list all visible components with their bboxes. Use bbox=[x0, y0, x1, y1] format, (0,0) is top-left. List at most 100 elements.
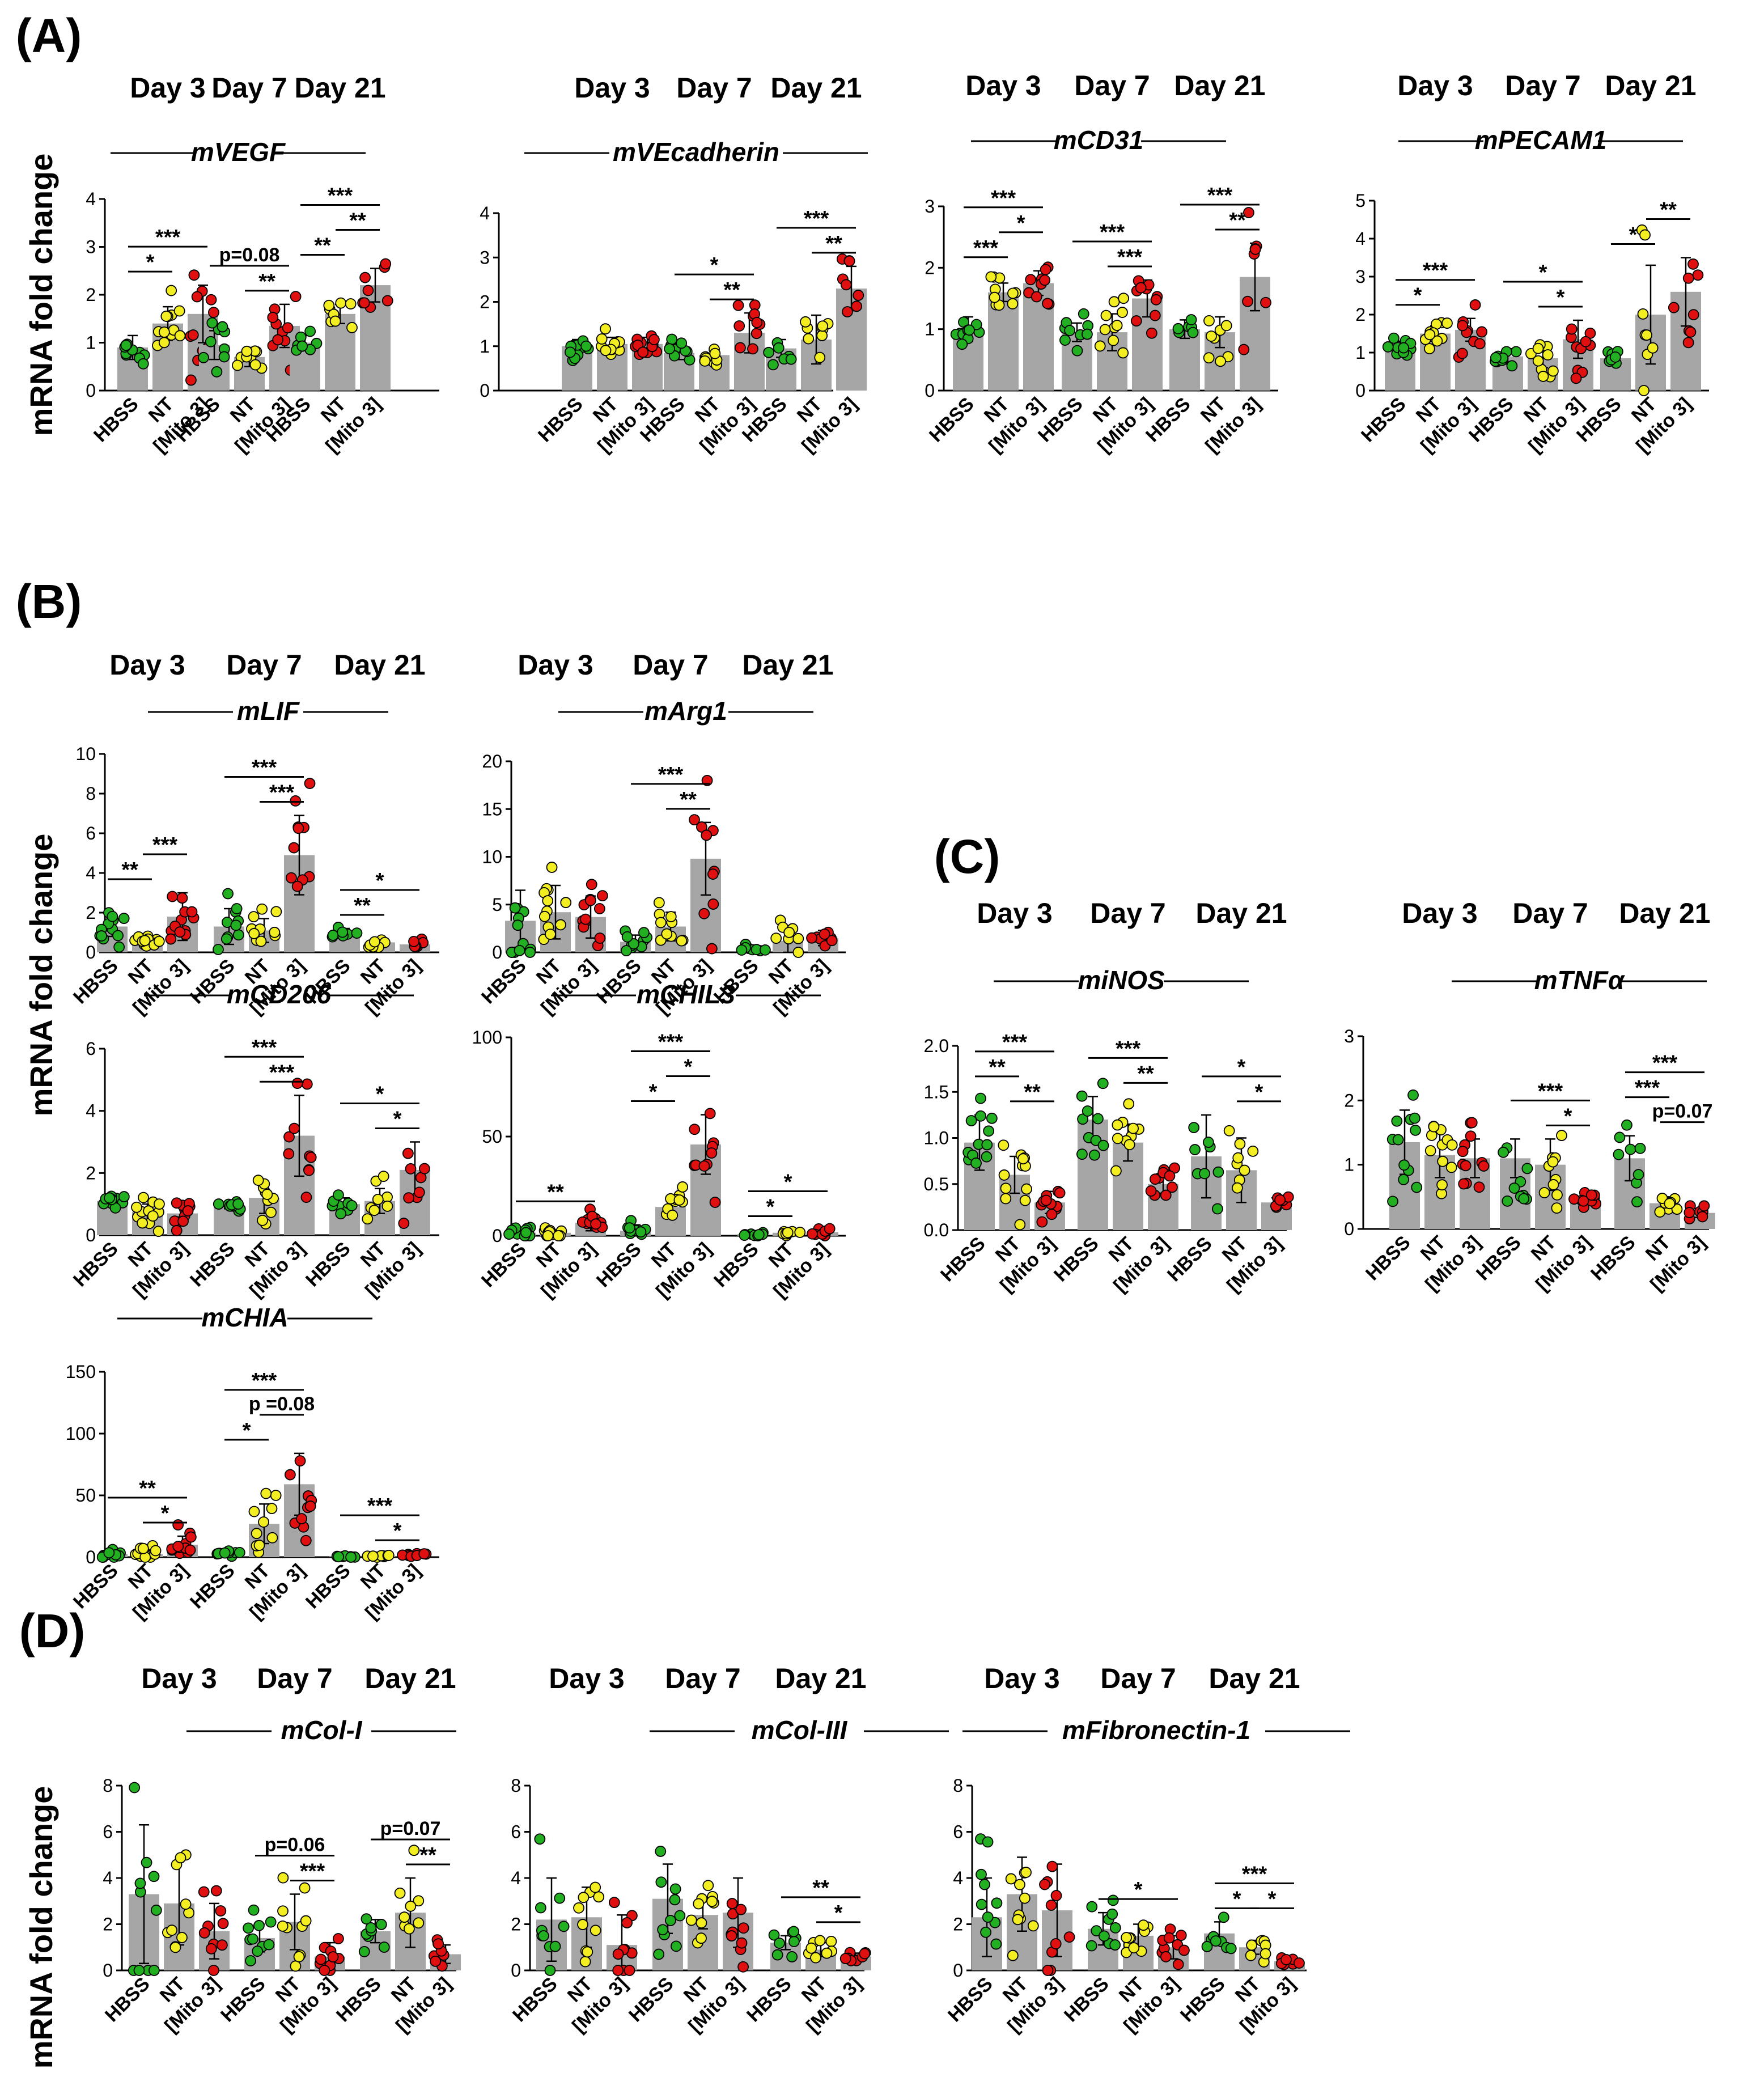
data-point bbox=[216, 1939, 228, 1951]
data-point bbox=[767, 359, 779, 371]
data-point bbox=[685, 1914, 697, 1926]
data-point bbox=[375, 1919, 387, 1930]
data-point bbox=[368, 1205, 380, 1216]
data-point bbox=[188, 269, 200, 281]
data-point bbox=[1398, 1159, 1410, 1171]
data-point bbox=[358, 297, 370, 309]
data-point bbox=[300, 1192, 312, 1203]
y-tick-label: 0 bbox=[1355, 380, 1366, 401]
data-point bbox=[1634, 1142, 1646, 1154]
day-header: Day 7 bbox=[1505, 70, 1580, 101]
data-point bbox=[1280, 1954, 1292, 1965]
y-tick-label: 15 bbox=[482, 799, 502, 819]
data-point bbox=[1614, 1131, 1626, 1143]
data-point bbox=[148, 1965, 160, 1976]
y-tick-label: 2 bbox=[86, 902, 96, 923]
data-point bbox=[612, 1948, 624, 1960]
data-point bbox=[329, 315, 341, 327]
y-tick-label: 50 bbox=[482, 1126, 502, 1147]
data-point bbox=[300, 1915, 312, 1927]
significance-label: * bbox=[684, 1055, 693, 1079]
data-point bbox=[174, 926, 186, 938]
day-header: Day 3 bbox=[965, 70, 1041, 101]
data-point bbox=[621, 1917, 633, 1928]
data-point bbox=[231, 903, 243, 914]
data-point bbox=[253, 1920, 265, 1931]
y-tick-label: 8 bbox=[103, 1775, 113, 1796]
data-point bbox=[989, 291, 1000, 303]
data-point bbox=[1423, 343, 1435, 355]
data-point bbox=[991, 1897, 1003, 1909]
data-point bbox=[1687, 258, 1699, 270]
data-point bbox=[1000, 1193, 1012, 1205]
data-point bbox=[1232, 1152, 1244, 1164]
data-point bbox=[975, 1092, 986, 1104]
day-header: Day 7 bbox=[1100, 1663, 1176, 1694]
data-point bbox=[696, 821, 707, 833]
data-point bbox=[1498, 1146, 1509, 1158]
data-point bbox=[1210, 1935, 1222, 1947]
data-point bbox=[1424, 1145, 1436, 1156]
data-point bbox=[1110, 1165, 1122, 1177]
y-tick-label: 100 bbox=[472, 1027, 502, 1048]
data-point bbox=[753, 1229, 765, 1241]
y-tick-label: 4 bbox=[1355, 228, 1366, 249]
data-point bbox=[1274, 1194, 1286, 1206]
data-point bbox=[1117, 347, 1129, 359]
data-point bbox=[655, 917, 667, 929]
data-point bbox=[104, 1192, 115, 1204]
significance-label: ** bbox=[419, 1843, 436, 1867]
data-point bbox=[1446, 1139, 1458, 1151]
gene-title: mCHIA bbox=[201, 1303, 288, 1332]
significance-label: * bbox=[376, 1083, 384, 1107]
gene-title: mPECAM1 bbox=[1475, 125, 1607, 155]
data-point bbox=[1566, 323, 1578, 335]
data-point bbox=[187, 329, 199, 341]
significance-label: *** bbox=[1652, 1052, 1678, 1075]
data-point bbox=[1632, 1169, 1644, 1180]
data-point bbox=[1007, 287, 1019, 299]
significance-label: ** bbox=[349, 209, 366, 233]
y-tick-label: 2.0 bbox=[924, 1036, 949, 1056]
data-point bbox=[1631, 1196, 1643, 1208]
bar bbox=[1169, 329, 1200, 391]
data-point bbox=[666, 333, 678, 345]
data-point bbox=[198, 351, 209, 363]
data-point bbox=[564, 346, 576, 358]
data-point bbox=[1164, 1170, 1176, 1182]
data-point bbox=[296, 340, 308, 352]
data-point bbox=[232, 359, 243, 371]
significance-label: *** bbox=[991, 186, 1016, 210]
data-point bbox=[418, 1163, 430, 1175]
data-point bbox=[788, 1926, 800, 1938]
data-point bbox=[137, 358, 149, 370]
data-point bbox=[825, 1935, 837, 1947]
data-point bbox=[1112, 1119, 1123, 1131]
data-point bbox=[345, 298, 357, 310]
data-point bbox=[1063, 1931, 1075, 1943]
data-point bbox=[112, 930, 124, 942]
data-point bbox=[1578, 1195, 1589, 1207]
y-tick-label: 100 bbox=[66, 1423, 96, 1444]
data-point bbox=[669, 1883, 681, 1895]
day-header: Day 21 bbox=[770, 72, 862, 104]
data-point bbox=[593, 1891, 605, 1903]
data-point bbox=[359, 272, 371, 283]
data-point bbox=[133, 1965, 145, 1976]
data-point bbox=[139, 935, 151, 947]
data-point bbox=[304, 778, 316, 789]
data-point bbox=[1465, 1130, 1477, 1142]
data-point bbox=[383, 1549, 395, 1561]
y-tick-label: 150 bbox=[66, 1362, 96, 1382]
data-point bbox=[770, 932, 782, 944]
y-tick-label: 0 bbox=[480, 380, 490, 401]
data-point bbox=[1391, 1115, 1403, 1127]
data-point bbox=[1163, 1932, 1175, 1944]
data-point bbox=[976, 1898, 987, 1910]
data-point bbox=[1692, 269, 1704, 281]
data-point bbox=[1109, 1922, 1121, 1934]
data-point bbox=[810, 1952, 821, 1964]
data-point bbox=[1428, 1121, 1440, 1133]
data-point bbox=[771, 1949, 783, 1961]
data-point bbox=[381, 295, 393, 307]
